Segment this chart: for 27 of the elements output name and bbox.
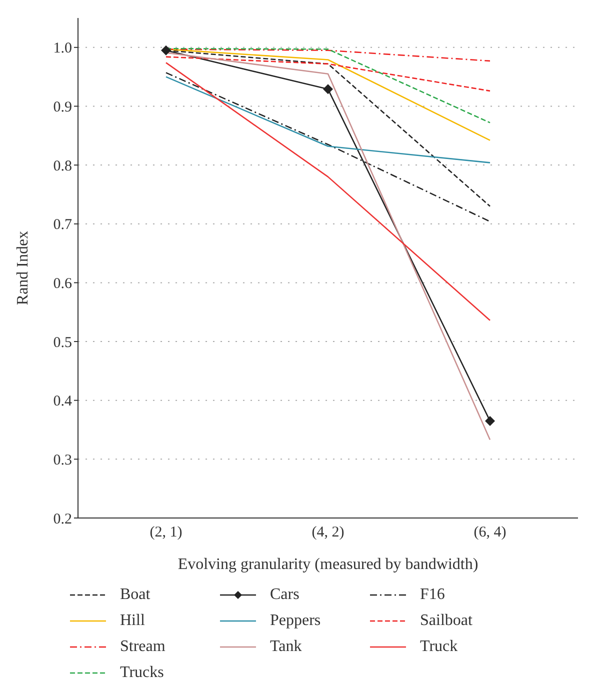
y-tick-label: 0.7 (53, 217, 72, 234)
y-tick-label: 0.9 (53, 100, 72, 116)
point (161, 45, 171, 56)
legend-label: Peppers (270, 612, 321, 630)
point (323, 84, 333, 94)
legend-label: Truck (420, 638, 458, 656)
legend-label: Trucks (120, 664, 164, 682)
y-tick-label: 0.2 (53, 511, 72, 528)
legend-label: Sailboat (420, 612, 472, 630)
legend-label: Cars (270, 586, 300, 604)
y-tick-label: 1.0 (53, 40, 72, 57)
y-tick-label: 0.3 (53, 452, 72, 468)
y-tick-label: 0.4 (53, 394, 72, 410)
y-tick-label: 0.6 (53, 276, 72, 292)
x-tick-label: (2, 1) (150, 524, 182, 541)
y-tick-label: 0.5 (53, 334, 72, 351)
x-tick-label: (4, 2) (312, 524, 344, 541)
y-tick-label: 0.8 (53, 158, 72, 174)
x-tick-label: (6, 4) (474, 524, 506, 541)
legend-label: Stream (120, 638, 166, 656)
x-axis-title: Evolving granularity (measured by bandwidth) (178, 556, 478, 573)
y-axis-title: Rand Index (14, 230, 32, 306)
legend-label: Tank (270, 638, 302, 656)
legend-label: F16 (420, 586, 445, 604)
legend-label: Hill (120, 612, 145, 630)
point (485, 416, 495, 426)
legend-label: Boat (120, 586, 150, 604)
